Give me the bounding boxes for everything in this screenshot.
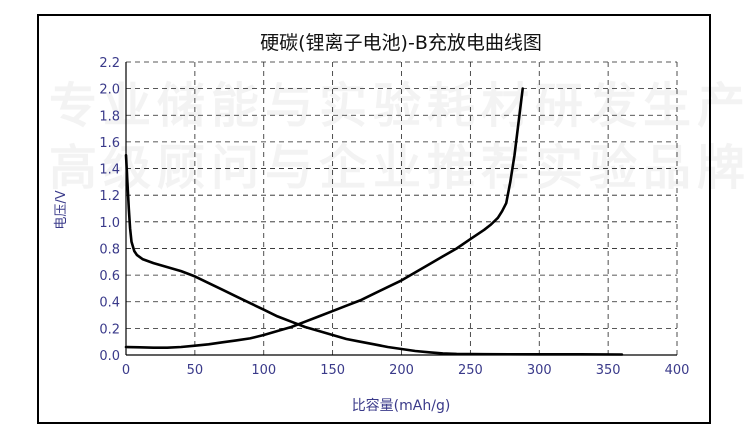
x-tick-label: 100 — [251, 363, 276, 378]
x-tick-label: 400 — [665, 363, 690, 378]
y-tick-label: 1.2 — [99, 189, 120, 204]
y-tick-label: 0.8 — [99, 242, 120, 257]
series-group — [124, 87, 624, 356]
watermark-line-2: 高级顾问与企业推荐实验品牌 — [49, 128, 750, 198]
y-tick-label: 0.4 — [99, 296, 120, 311]
x-tick-label: 50 — [187, 363, 204, 378]
x-tick-label: 250 — [458, 363, 483, 378]
y-axis-label: 电压/V — [54, 190, 69, 229]
chart-title: 硬碳(锂离子电池)-B充放电曲线图 — [260, 32, 542, 54]
series-line-1 — [124, 153, 624, 356]
watermark-line-1: 专业储能与实验耗材研发生产 — [49, 66, 750, 136]
y-tick-label: 0.6 — [99, 269, 120, 284]
y-tick-label: 0.0 — [99, 349, 120, 364]
y-tick-label: 0.2 — [99, 322, 120, 337]
x-tick-label: 150 — [320, 363, 345, 378]
x-axis-label: 比容量(mAh/g) — [352, 397, 451, 414]
y-tick-label: 2.0 — [99, 83, 120, 98]
chart-frame: 专业储能与实验耗材研发生产 高级顾问与企业推荐实验品牌 0.00.20.40.6… — [37, 14, 745, 424]
discharge-charge-chart: 0.0 0.2 0.4 0.6 0.8 1.0 1.2 1.4 1.6 1.8 2.0 2.2 0 50 1… — [54, 32, 689, 414]
x-tick-label: 350 — [596, 363, 621, 378]
x-tick-label: 200 — [389, 363, 414, 378]
y-tick-label: 1.0 — [99, 216, 120, 231]
grid-lines — [126, 61, 678, 355]
tick-labels: 0.0 0.2 0.4 0.6 0.8 1.0 1.2 1.4 1.6 1.8 2.0 2.2 0 50 1… — [99, 56, 689, 378]
y-tick-label: 1.6 — [99, 136, 120, 151]
y-tick-label: 1.8 — [99, 109, 120, 124]
y-tick-label: 1.4 — [99, 163, 120, 178]
series-line-2 — [124, 87, 524, 349]
y-tick-label: 2.2 — [99, 56, 120, 71]
x-tick-label: 0 — [122, 363, 130, 378]
x-tick-label: 300 — [527, 363, 552, 378]
